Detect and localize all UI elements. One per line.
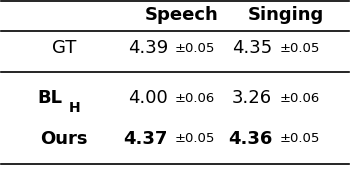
Text: Singing: Singing xyxy=(248,6,324,24)
Text: ±0.05: ±0.05 xyxy=(175,132,215,145)
Text: 4.36: 4.36 xyxy=(228,130,272,148)
Text: ±0.06: ±0.06 xyxy=(175,92,215,105)
Text: 3.26: 3.26 xyxy=(232,89,272,107)
Text: 4.39: 4.39 xyxy=(128,39,168,57)
Text: H: H xyxy=(69,101,80,115)
Text: GT: GT xyxy=(52,39,76,57)
Text: ±0.05: ±0.05 xyxy=(279,132,320,145)
Text: Ours: Ours xyxy=(40,130,88,148)
Text: 4.37: 4.37 xyxy=(124,130,168,148)
Text: ±0.05: ±0.05 xyxy=(175,42,215,55)
Text: ±0.05: ±0.05 xyxy=(279,42,320,55)
Text: ±0.06: ±0.06 xyxy=(279,92,320,105)
Text: BL: BL xyxy=(37,89,63,107)
Text: Speech: Speech xyxy=(145,6,219,24)
Text: 4.00: 4.00 xyxy=(128,89,168,107)
Text: 4.35: 4.35 xyxy=(232,39,272,57)
